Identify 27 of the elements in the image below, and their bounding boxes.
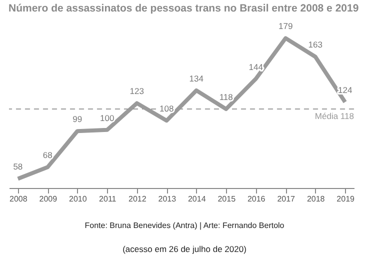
data-label: 118 <box>219 92 234 102</box>
source-note: Fonte: Bruna Benevides (Antra) | Arte: Fernando Bertolo <box>84 221 286 230</box>
data-label: 134 <box>189 73 204 84</box>
data-label: 163 <box>308 40 323 50</box>
x-tick-label: 2016 <box>247 194 266 204</box>
x-tick-label: 2018 <box>306 194 326 204</box>
x-tick-label: 2012 <box>128 194 147 204</box>
x-tick-label: 2011 <box>99 194 117 204</box>
x-tick-label: 2013 <box>158 194 177 204</box>
x-tick-label: 2010 <box>69 194 88 204</box>
x-tick-label: 2014 <box>188 194 206 204</box>
x-tick-label: 2015 <box>218 194 236 204</box>
data-label: 179 <box>278 21 293 32</box>
data-label: 100 <box>100 112 115 123</box>
x-tick-label: 2019 <box>336 194 356 204</box>
data-label: 99 <box>72 114 82 124</box>
data-label: 68 <box>42 150 53 160</box>
data-label: 144 <box>248 62 264 72</box>
x-tick-label: 2009 <box>39 194 58 204</box>
x-tick-label: 2008 <box>10 194 28 204</box>
x-tick-label: 2017 <box>277 194 296 204</box>
text: (acesso em 26 de julho de 2020) <box>122 244 248 254</box>
data-label: 124 <box>338 85 352 96</box>
chart-title: Número de assassinatos de pessoas trans no Brasil entre 2008 e 2019 <box>8 2 359 15</box>
ref-line-label: Média 118 <box>314 111 354 122</box>
data-label: 58 <box>13 162 23 172</box>
data-label: 123 <box>130 86 144 96</box>
